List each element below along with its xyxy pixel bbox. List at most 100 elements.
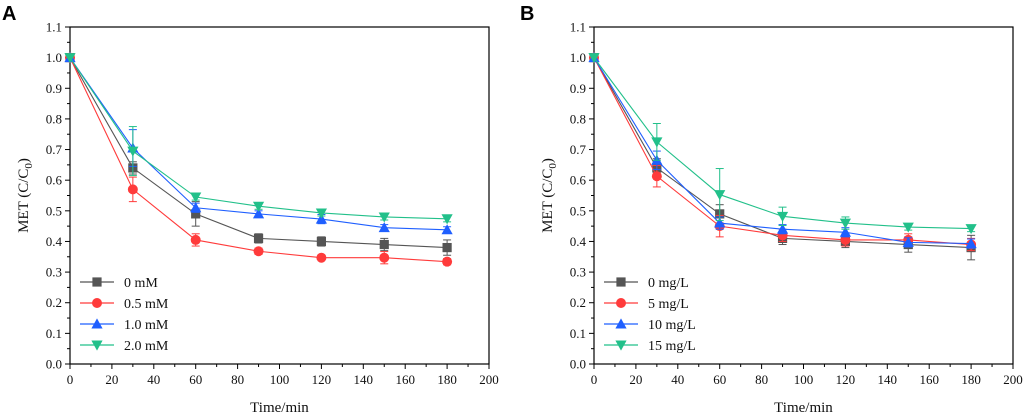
y-tick-label: 0.0 <box>46 357 62 372</box>
y-tick-label: 0.2 <box>46 295 62 310</box>
y-tick-label: 0.5 <box>570 203 586 218</box>
x-tick-label: 140 <box>354 372 374 387</box>
legend-marker <box>615 318 627 329</box>
data-point <box>965 224 977 235</box>
data-point <box>441 214 453 225</box>
y-tick-label: 0.6 <box>46 173 63 188</box>
chart-panel-a: 0 20 40 60 80 100 120 140 160 180 200 0.0 0.1 0.2 0.3 0… <box>16 20 499 417</box>
data-point <box>378 212 390 223</box>
data-point <box>776 211 789 222</box>
data-point <box>64 53 76 64</box>
y-tick-label: 0.9 <box>46 81 62 96</box>
data-point <box>252 208 265 219</box>
data-point <box>839 218 851 229</box>
series-4 <box>64 53 453 225</box>
x-tick-label: 20 <box>629 372 642 387</box>
legend-label: 10 mg/L <box>648 318 696 333</box>
y-tick-label: 0.3 <box>570 265 586 280</box>
data-point <box>253 246 264 257</box>
y-tick-label: 0.7 <box>570 142 587 157</box>
y-tick-label: 0.5 <box>46 203 62 218</box>
y-axis-title: MET (C/C0) <box>16 158 35 233</box>
x-tick-label: 60 <box>189 372 202 387</box>
legend-marker <box>91 318 103 329</box>
x-tick-label: 0 <box>67 372 74 387</box>
data-point <box>839 226 851 237</box>
x-tick-label: 120 <box>312 372 332 387</box>
data-point <box>190 234 201 245</box>
legend-label: 2.0 mM <box>124 339 169 354</box>
data-point <box>840 234 851 245</box>
x-tick-label: 160 <box>919 372 939 387</box>
x-tick-label: 180 <box>961 372 981 387</box>
x-tick-label: 200 <box>1003 372 1023 387</box>
data-point <box>714 190 726 201</box>
legend-label: 0 mM <box>124 276 158 291</box>
y-tick-label: 0.1 <box>46 326 62 341</box>
legend-label: 0 mg/L <box>648 276 689 291</box>
y-axis-title: MET (C/C0) <box>540 158 559 233</box>
y-tick-label: 1.0 <box>570 50 586 65</box>
series-line <box>69 57 448 263</box>
y-tick-label: 0.8 <box>46 111 62 126</box>
y-tick-label: 0.6 <box>570 173 587 188</box>
series-1 <box>65 53 452 256</box>
y-tick-label: 0.4 <box>570 234 587 249</box>
data-point <box>127 146 139 157</box>
data-point <box>378 222 390 233</box>
x-tick-label: 40 <box>671 372 684 387</box>
x-tick-label: 80 <box>755 372 768 387</box>
data-point <box>902 236 914 247</box>
x-tick-label: 120 <box>836 372 856 387</box>
x-tick-label: 60 <box>713 372 726 387</box>
x-tick-label: 80 <box>231 372 244 387</box>
y-tick-label: 0.1 <box>570 326 586 341</box>
x-tick-label: 40 <box>147 372 160 387</box>
y-tick-label: 0.0 <box>570 357 586 372</box>
data-point <box>190 202 202 213</box>
x-tick-label: 140 <box>878 372 898 387</box>
x-tick-label: 200 <box>479 372 499 387</box>
x-tick-label: 180 <box>437 372 457 387</box>
y-tick-label: 1.0 <box>46 50 62 65</box>
y-tick-label: 0.2 <box>570 295 586 310</box>
data-point <box>316 236 326 247</box>
data-point <box>316 252 327 263</box>
y-tick-label: 0.4 <box>46 234 63 249</box>
x-tick-label: 20 <box>105 372 118 387</box>
y-tick-label: 0.7 <box>46 142 63 157</box>
data-point <box>651 137 663 148</box>
legend-label: 5 mg/L <box>648 297 689 312</box>
y-tick-label: 0.3 <box>46 265 62 280</box>
data-point <box>379 239 389 250</box>
data-point <box>190 192 202 203</box>
panel-label-b: B <box>520 3 534 25</box>
legend: 0 mM 0.5 mM 1.0 mM 2.0 mM <box>80 276 169 354</box>
x-tick-label: 0 <box>591 372 598 387</box>
data-point <box>651 171 662 182</box>
series-4 <box>588 53 977 235</box>
legend: 0 mg/L 5 mg/L 10 mg/L 15 mg/L <box>604 276 696 354</box>
x-axis-title: Time/min <box>774 400 833 416</box>
panel-label-a: A <box>2 3 16 25</box>
data-point <box>253 233 264 243</box>
series-line <box>69 57 448 249</box>
legend-label: 0.5 mM <box>124 297 169 312</box>
legend-marker <box>616 277 626 287</box>
data-point <box>441 224 453 235</box>
legend-marker <box>615 340 627 351</box>
x-tick-label: 100 <box>270 372 290 387</box>
y-tick-label: 1.1 <box>570 20 586 35</box>
data-point <box>776 223 789 234</box>
legend-marker <box>616 298 626 308</box>
axis-frame <box>593 26 1014 365</box>
legend-label: 1.0 mM <box>124 318 169 333</box>
data-point <box>379 252 390 263</box>
x-tick-label: 100 <box>794 372 814 387</box>
data-point <box>127 184 138 195</box>
series-line <box>593 57 972 230</box>
data-point <box>315 208 327 219</box>
data-point <box>442 256 453 267</box>
y-tick-label: 0.8 <box>570 111 586 126</box>
